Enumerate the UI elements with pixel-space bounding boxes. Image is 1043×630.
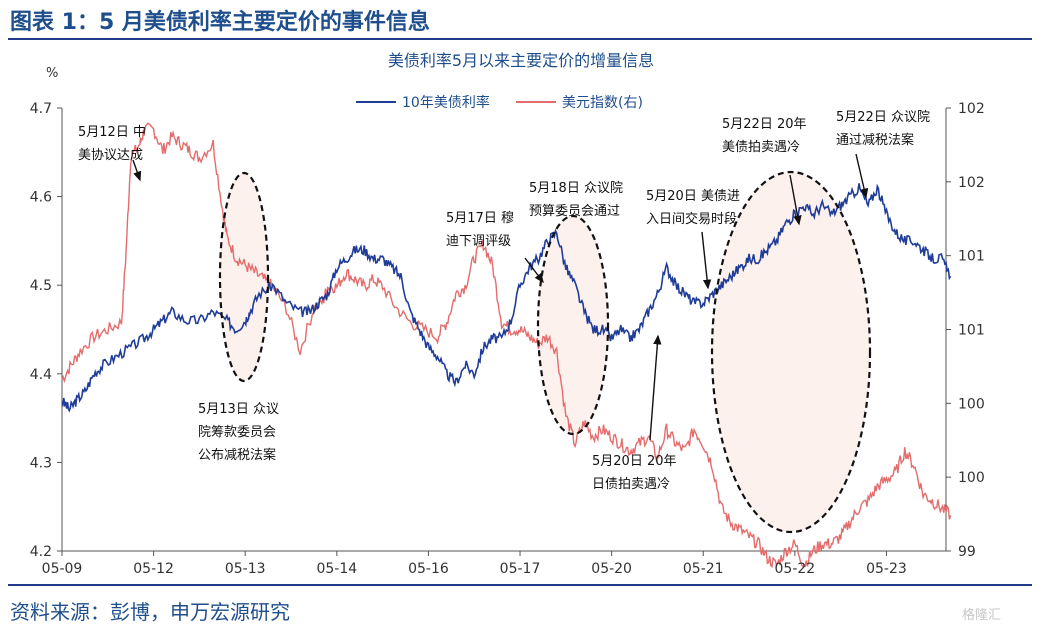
left-tick-label: 4.5 <box>30 278 52 294</box>
left-tick-label: 4.6 <box>30 190 52 206</box>
x-tick-label: 05-22 <box>775 561 816 577</box>
legend-label-dxy: 美元指数(右) <box>562 95 643 111</box>
annotation-line: 5月20日 20年 <box>592 454 677 469</box>
right-tick-label: 101 <box>958 323 985 339</box>
annotation-line: 5月22日 众议院 <box>836 110 930 125</box>
annotation-line: 美协议达成 <box>78 148 143 163</box>
annotation-line: 入日间交易时段 <box>646 211 737 227</box>
annotation-label: 5月22日 20年美债拍卖遇冷 <box>722 117 807 155</box>
event-ellipse-outline <box>710 170 872 534</box>
right-tick-label: 100 <box>958 470 985 486</box>
left-tick-label: 4.7 <box>30 101 52 117</box>
x-tick-label: 05-21 <box>683 561 724 577</box>
event-highlight-fill <box>220 173 268 381</box>
annotation-label: 5月20日 20年日债拍卖遇冷 <box>592 454 677 492</box>
x-tick-label: 05-17 <box>500 561 541 577</box>
x-tick-label: 05-12 <box>133 561 174 577</box>
x-tick-label: 05-13 <box>225 561 266 577</box>
annotation-line: 5月12日 中 <box>78 125 146 140</box>
annotation-line: 5月18日 众议院 <box>529 181 623 196</box>
legend: 10年美债利率 美元指数(右) <box>356 94 643 111</box>
annotation-label: 5月17日 穆迪下调评级 <box>446 211 514 249</box>
right-tick-label: 100 <box>958 396 985 412</box>
annotation-line: 迪下调评级 <box>446 234 511 249</box>
source-note: 资料来源：彭博，申万宏源研究 <box>10 600 290 624</box>
watermark-logo: 格隆汇 <box>962 608 1002 623</box>
annotation-arrow <box>789 174 802 226</box>
annotation-label: 5月12日 中美协议达成 <box>78 125 146 163</box>
annotation-line: 院筹款委员会 <box>198 424 276 440</box>
top-divider <box>8 38 1032 40</box>
x-tick-label: 05-09 <box>42 561 83 577</box>
annotation-label: 5月22日 众议院通过减税法案 <box>836 110 930 148</box>
figure-title: 图表 1：5 月美债利率主要定价的事件信息 <box>10 10 430 35</box>
annotation-line: 5月17日 穆 <box>446 211 514 226</box>
series-line-yield <box>61 183 952 413</box>
annotation-line: 美债拍卖遇冷 <box>722 140 800 155</box>
annotation-arrow <box>524 257 544 284</box>
annotation-line: 5月20日 美债进 <box>646 189 740 204</box>
chart-title: 美债利率5月以来主要定价的增量信息 <box>388 51 654 70</box>
chart: 美债利率5月以来主要定价的增量信息% 4.2 4.3 4.4 4.5 4.6 4.7 99 10… <box>30 51 985 577</box>
annotation-arrow <box>649 334 662 441</box>
y-unit-label: % <box>46 66 58 81</box>
legend-label-yield: 10年美债利率 <box>402 94 490 111</box>
annotation-line: 5月13日 众议 <box>198 402 279 417</box>
series-line-dxy <box>61 122 952 569</box>
annotation-arrow <box>855 153 869 199</box>
annotation-line: 通过减税法案 <box>836 133 914 148</box>
left-tick-label: 4.2 <box>30 544 52 560</box>
annotation-line: 5月22日 20年 <box>722 117 807 132</box>
bottom-divider <box>8 584 1032 586</box>
right-tick-label: 99 <box>958 544 976 560</box>
annotation-line: 预算委员会通过 <box>529 204 620 219</box>
event-ellipse-outline <box>218 171 270 383</box>
x-tick-label: 05-20 <box>591 561 632 577</box>
annotation-arrow <box>701 231 712 290</box>
annotation-line: 公布减税法案 <box>198 448 276 463</box>
x-tick-label: 05-14 <box>316 561 357 577</box>
annotation-line: 日债拍卖遇冷 <box>592 477 670 492</box>
right-tick-label: 101 <box>958 249 985 265</box>
annotation-label: 5月18日 众议院预算委员会通过 <box>529 181 623 219</box>
annotation-label: 5月13日 众议院筹款委员会公布减税法案 <box>198 402 279 463</box>
annotation-label: 5月20日 美债进入日间交易时段 <box>646 189 740 227</box>
event-highlight-fill <box>538 216 608 434</box>
event-ellipse-outline <box>536 214 610 436</box>
left-tick-label: 4.4 <box>30 367 52 383</box>
right-tick-label: 102 <box>958 101 985 117</box>
x-tick-label: 05-16 <box>408 561 449 577</box>
right-tick-label: 102 <box>958 175 985 191</box>
x-tick-label: 05-23 <box>866 561 907 577</box>
annotation-arrow <box>132 159 142 182</box>
left-tick-label: 4.3 <box>30 455 52 471</box>
